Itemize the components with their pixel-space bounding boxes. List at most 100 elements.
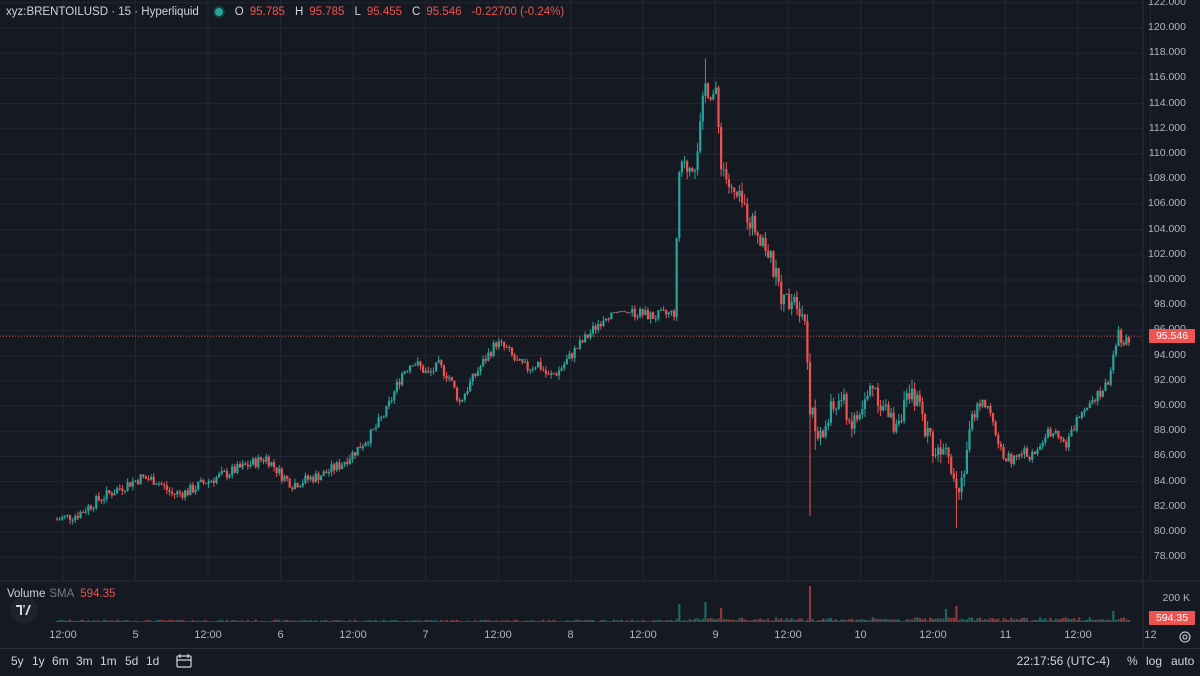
volume-bar <box>740 617 744 622</box>
volume-bar <box>330 620 333 622</box>
candle-body <box>597 323 600 330</box>
candle-body <box>641 308 644 315</box>
volume-bar <box>102 619 106 622</box>
volume-bar <box>100 621 103 622</box>
candle-body <box>1036 449 1039 455</box>
candle-body <box>66 514 69 516</box>
candle-body <box>696 151 699 171</box>
volume-bar <box>340 620 344 622</box>
volume-bar <box>377 621 380 622</box>
volume-bar <box>882 619 885 622</box>
volume-bar <box>466 620 469 622</box>
candle-body <box>126 482 129 491</box>
clock-timezone[interactable]: 22:17:56 (UTC-4) <box>1016 654 1110 668</box>
candle-body <box>416 361 419 365</box>
candle-body <box>963 473 966 478</box>
volume-bar <box>306 620 310 622</box>
auto-scale-toggle[interactable]: auto <box>1171 654 1195 668</box>
volume-bar <box>68 619 72 622</box>
time-tick-label: 12:00 <box>1064 629 1092 641</box>
date-range-calendar-icon[interactable] <box>176 654 192 668</box>
candle-body <box>782 294 785 305</box>
timeframe-button-1m[interactable]: 1m <box>100 654 117 668</box>
volume-bar <box>1072 618 1076 622</box>
candle-body <box>638 308 642 317</box>
volume-bar <box>816 620 819 622</box>
volume-bar <box>442 621 446 622</box>
candle-body <box>176 491 179 495</box>
symbol-title[interactable]: xyz:BRENTOILUSD · 15 · Hyperliquid <box>6 6 199 18</box>
timeframe-button-5d[interactable]: 5d <box>125 654 139 668</box>
candle-body <box>421 366 425 373</box>
candle-body <box>403 371 406 374</box>
candle-body <box>905 393 908 400</box>
timeframe-button-1d[interactable]: 1d <box>146 654 160 668</box>
price-tick-label: 88.000 <box>1153 424 1186 437</box>
candle-body <box>406 370 409 372</box>
volume-bar <box>667 620 670 622</box>
candle-body <box>437 360 440 363</box>
volume-bar <box>599 620 602 622</box>
timeframe-button-5y[interactable]: 5y <box>11 654 24 668</box>
price-chart[interactable] <box>0 0 1200 648</box>
settings-gear-icon[interactable] <box>1178 630 1192 644</box>
volume-bar <box>665 620 668 622</box>
candle-body <box>1046 428 1050 438</box>
volume-bar <box>696 617 699 622</box>
volume-bar <box>450 619 453 622</box>
tradingview-logo-icon[interactable] <box>10 596 38 624</box>
candle-body <box>892 412 895 432</box>
candle-body <box>194 489 197 493</box>
volume-bar <box>631 619 634 622</box>
candle-body <box>649 312 652 320</box>
candle-body <box>340 464 344 469</box>
volume-bar <box>999 621 1002 622</box>
candle-body <box>874 387 877 389</box>
volume-bar <box>369 620 372 622</box>
timeframe-button-3m[interactable]: 3m <box>76 654 93 668</box>
volume-bar <box>897 619 901 622</box>
candle-body <box>821 430 825 437</box>
volume-bar <box>1062 617 1065 622</box>
volume-bar <box>503 620 506 622</box>
candle-body <box>937 447 940 455</box>
candle-body <box>1112 354 1115 371</box>
candle-body <box>654 318 657 320</box>
candle-body <box>672 310 676 317</box>
candle-body <box>440 360 443 366</box>
candle-body <box>301 482 304 486</box>
candle-body <box>513 354 516 360</box>
volume-bar <box>649 621 652 622</box>
volume-bar <box>497 621 500 622</box>
volume-bar <box>126 619 129 622</box>
volume-bar <box>265 621 268 622</box>
volume-bar <box>984 619 987 622</box>
volume-bar <box>367 620 370 622</box>
volume-bar <box>152 621 155 622</box>
candle-body <box>913 388 916 406</box>
candle-body <box>712 94 715 100</box>
candle-body <box>568 353 571 360</box>
volume-bar <box>495 620 498 622</box>
timeframe-button-6m[interactable]: 6m <box>52 654 69 668</box>
volume-bar <box>89 621 93 622</box>
volume-bar <box>963 619 966 622</box>
volume-bar <box>469 621 472 622</box>
volume-bar <box>869 620 872 622</box>
candle-body <box>1010 453 1013 464</box>
volume-bar <box>168 619 171 622</box>
timeframe-button-1y[interactable]: 1y <box>32 654 45 668</box>
candle-body <box>448 377 451 379</box>
candle-body <box>929 428 932 433</box>
candle-body <box>395 382 399 392</box>
candle-body <box>351 452 354 459</box>
volume-bar <box>905 619 908 622</box>
volume-bar <box>74 620 77 622</box>
log-scale-toggle[interactable]: log <box>1146 654 1163 668</box>
candle-body <box>743 202 746 204</box>
volume-label[interactable]: Volume <box>7 588 46 600</box>
candle-body <box>244 463 247 465</box>
candle-body <box>1083 409 1086 413</box>
candle-body <box>186 490 189 496</box>
percent-scale-toggle[interactable]: % <box>1127 654 1138 668</box>
